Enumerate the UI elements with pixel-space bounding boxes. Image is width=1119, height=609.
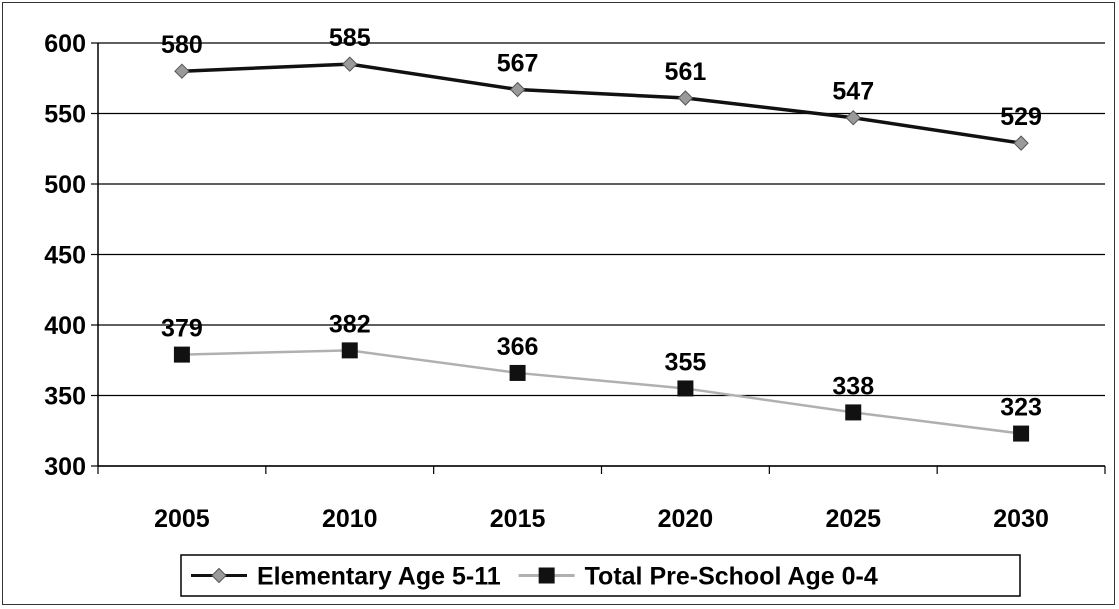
y-tick-label: 400: [44, 312, 86, 340]
diamond-marker: [509, 81, 526, 98]
data-label: 323: [1000, 394, 1042, 422]
square-marker: [677, 380, 694, 397]
x-tick-label: 2025: [825, 505, 881, 533]
diamond-marker: [677, 90, 694, 106]
x-tick-label: 2015: [490, 505, 546, 533]
data-label: 585: [329, 24, 371, 52]
x-tick-label: 2020: [658, 505, 714, 533]
diamond-marker: [342, 56, 358, 72]
diamond-marker: [174, 63, 190, 79]
y-tick-label: 450: [44, 242, 86, 270]
legend-square-icon: [538, 567, 555, 584]
series-1: 580 585 567 561 547 529: [161, 24, 1042, 151]
square-marker: [845, 404, 862, 421]
data-label: 366: [497, 333, 539, 361]
y-tick-label: 350: [44, 383, 86, 411]
x-tick-label: 2005: [154, 505, 210, 533]
x-tick-label: 2010: [322, 505, 378, 533]
data-label: 567: [497, 50, 539, 78]
data-label: 382: [329, 310, 371, 338]
data-label: 547: [832, 78, 874, 106]
data-label: 561: [665, 58, 707, 86]
data-label: 379: [161, 315, 203, 343]
square-marker: [341, 342, 358, 359]
square-marker: [509, 364, 526, 381]
square-marker: [173, 346, 190, 363]
x-tick-labels: 2005 2010 2015 2020 2025 2030: [154, 505, 1049, 533]
y-tick-labels: 300 350 400 450 500 550 600: [44, 30, 86, 481]
gridlines: [98, 42, 1105, 467]
diamond-marker: [845, 110, 861, 126]
diamond-marker: [1013, 135, 1029, 151]
legend-label-2: Total Pre-School Age 0-4: [585, 563, 878, 591]
axes: [91, 42, 1106, 474]
legend-label-1: Elementary Age 5-11: [257, 563, 501, 591]
series-line: [181, 62, 1022, 145]
y-tick-label: 500: [44, 171, 86, 199]
y-tick-label: 550: [44, 101, 86, 129]
data-label: 338: [832, 372, 874, 400]
series-group: 580 585 567 561 547 529 379 382 366 355 338 323: [161, 24, 1042, 442]
legend-diamond-icon: [211, 567, 227, 584]
series-line: [181, 349, 1022, 435]
x-tick-label: 2030: [993, 505, 1049, 533]
y-tick-label: 600: [44, 30, 86, 58]
data-label: 529: [1000, 103, 1042, 131]
data-label: 580: [161, 31, 203, 59]
series-2: 379 382 366 355 338 323: [161, 310, 1042, 442]
data-label: 355: [665, 348, 707, 376]
square-marker: [1013, 425, 1030, 442]
legend-box: [180, 554, 1021, 597]
y-tick-label: 300: [44, 453, 86, 481]
legend: Elementary Age 5-11 Total Pre-School Age …: [180, 554, 1021, 597]
